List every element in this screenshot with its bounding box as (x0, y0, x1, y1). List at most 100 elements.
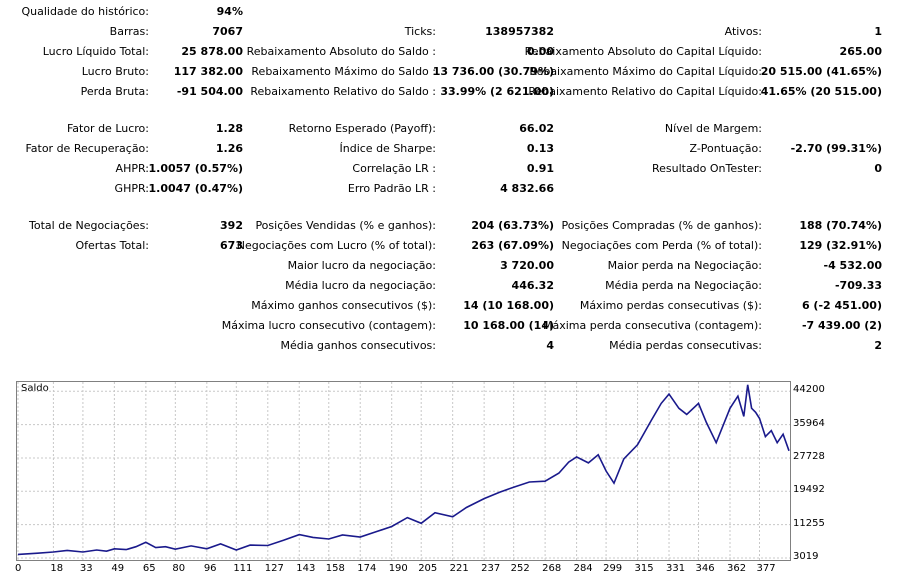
col3-label-5: Z-Pontuação: (689, 142, 762, 155)
balance-series-line (17, 384, 790, 556)
col3-label-8: Negociações com Perda (% of total): (561, 239, 762, 252)
x-tick-label-6: 96 (203, 563, 217, 574)
col1-value-1: 7067 (212, 25, 243, 38)
col1-label-0: Qualidade do histórico: (21, 5, 149, 18)
col2-value-9: 263 (67.09%) (471, 239, 554, 252)
col2-value-0: 138957382 (485, 25, 554, 38)
x-tick-label-8: 127 (264, 563, 284, 574)
col3-value-1: 265.00 (839, 45, 882, 58)
col2-label-1: Rebaixamento Absoluto do Saldo : (246, 45, 436, 58)
col3-value-2: 20 515.00 (41.65%) (760, 65, 882, 78)
col1-value-9: 392 (220, 219, 243, 232)
col2-value-14: 4 (546, 339, 554, 352)
y-tick-label-4: 11255 (793, 517, 825, 529)
x-tick-label-12: 190 (388, 563, 408, 574)
col2-value-11: 446.32 (511, 279, 554, 292)
col2-value-8: 204 (63.73%) (471, 219, 554, 232)
x-tick-label-10: 158 (325, 563, 345, 574)
col3-value-9: -4 532.00 (823, 259, 883, 272)
col3-value-5: -2.70 (99.31%) (790, 142, 882, 155)
x-tick-label-4: 65 (142, 563, 156, 574)
col3-label-13: Média perdas consecutivas: (609, 339, 762, 352)
x-tick-label-24: 377 (756, 563, 776, 574)
col2-label-12: Máximo ganhos consecutivos ($): (251, 299, 436, 312)
col3-value-7: 188 (70.74%) (799, 219, 882, 232)
col2-value-13: 10 168.00 (14) (463, 319, 554, 332)
col1-value-0: 94% (216, 5, 243, 18)
chart-title: Saldo (21, 383, 49, 394)
col3-label-2: Rebaixamento Máximo do Capital Líquido: (529, 65, 762, 78)
col2-value-10: 3 720.00 (500, 259, 554, 272)
x-tick-label-11: 174 (357, 563, 377, 574)
col3-value-12: -7 439.00 (2) (801, 319, 882, 332)
x-tick-label-1: 18 (50, 563, 64, 574)
col2-label-4: Retorno Esperado (Payoff): (288, 122, 436, 135)
col3-label-10: Média perda na Negociação: (605, 279, 762, 292)
x-tick-label-13: 205 (418, 563, 438, 574)
col1-value-3: 117 382.00 (173, 65, 243, 78)
col2-label-7: Erro Padrão LR : (347, 182, 436, 195)
x-tick-label-5: 80 (172, 563, 186, 574)
col1-value-2: 25 878.00 (181, 45, 243, 58)
balance-chart: Saldo (16, 381, 791, 561)
x-tick-label-9: 143 (296, 563, 316, 574)
x-tick-label-22: 346 (695, 563, 715, 574)
col3-label-9: Maior perda na Negociação: (607, 259, 762, 272)
col3-label-6: Resultado OnTester: (651, 162, 762, 175)
col3-label-3: Rebaixamento Relativo do Capital Líquido… (528, 85, 762, 98)
col3-label-12: Máxima perda consecutiva (contagem): (543, 319, 762, 332)
x-tick-label-18: 284 (573, 563, 593, 574)
col2-label-13: Máxima lucro consecutivo (contagem): (221, 319, 436, 332)
col3-label-7: Posições Compradas (% de ganhos): (561, 219, 762, 232)
y-tick-label-0: 44200 (793, 384, 825, 396)
x-tick-label-21: 331 (666, 563, 686, 574)
col2-label-0: Ticks: (404, 25, 436, 38)
col1-value-6: 1.26 (215, 142, 243, 155)
col2-label-8: Posições Vendidas (% e ganhos): (255, 219, 436, 232)
col2-value-2: 13 736.00 (30.79%) (432, 65, 554, 78)
x-tick-label-15: 237 (481, 563, 501, 574)
col2-value-7: 4 832.66 (500, 182, 554, 195)
col1-label-8: GHPR: (114, 182, 149, 195)
x-tick-label-17: 268 (542, 563, 562, 574)
col3-value-10: -709.33 (834, 279, 882, 292)
col1-label-5: Fator de Lucro: (66, 122, 149, 135)
col1-label-2: Lucro Líquido Total: (42, 45, 149, 58)
x-tick-label-19: 299 (603, 563, 623, 574)
col2-value-5: 0.13 (526, 142, 554, 155)
col3-value-0: 1 (874, 25, 882, 38)
col3-value-3: 41.65% (20 515.00) (760, 85, 882, 98)
col3-value-11: 6 (-2 451.00) (801, 299, 882, 312)
col2-label-10: Maior lucro da negociação: (287, 259, 436, 272)
col1-value-5: 1.28 (215, 122, 243, 135)
x-tick-label-3: 49 (111, 563, 125, 574)
col1-value-4: -91 504.00 (176, 85, 243, 98)
col2-value-3: 33.99% (2 621.00) (440, 85, 554, 98)
col2-label-14: Média ganhos consecutivos: (280, 339, 436, 352)
col3-label-1: Rebaixamento Absoluto do Capital Líquido… (524, 45, 762, 58)
y-tick-label-2: 27728 (793, 450, 825, 462)
y-tick-label-5: 3019 (793, 551, 819, 562)
col1-label-4: Perda Bruta: (80, 85, 149, 98)
col2-label-11: Média lucro da negociação: (285, 279, 436, 292)
x-tick-label-2: 33 (79, 563, 93, 574)
x-tick-label-0: 0 (15, 563, 22, 574)
col1-label-9: Total de Negociações: (29, 219, 149, 232)
col1-label-10: Ofertas Total: (75, 239, 150, 252)
col3-label-4: Nível de Margem: (664, 122, 762, 135)
x-tick-label-7: 111 (233, 563, 253, 574)
col1-label-1: Barras: (109, 25, 149, 38)
x-tick-label-20: 315 (634, 563, 654, 574)
col1-value-8: 1.0047 (0.47%) (148, 182, 244, 195)
y-tick-label-3: 19492 (793, 484, 825, 496)
x-tick-label-16: 252 (510, 563, 530, 574)
col2-value-1: 0.00 (526, 45, 554, 58)
col2-label-3: Rebaixamento Relativo do Saldo : (250, 85, 436, 98)
y-tick-label-1: 35964 (793, 417, 825, 429)
col2-label-5: Índice de Sharpe: (339, 142, 437, 155)
col1-label-3: Lucro Bruto: (81, 65, 149, 78)
balance-chart-svg (17, 382, 790, 560)
col1-value-7: 1.0057 (0.57%) (148, 162, 244, 175)
x-tick-label-23: 362 (726, 563, 747, 574)
col1-label-7: AHPR: (115, 162, 149, 175)
